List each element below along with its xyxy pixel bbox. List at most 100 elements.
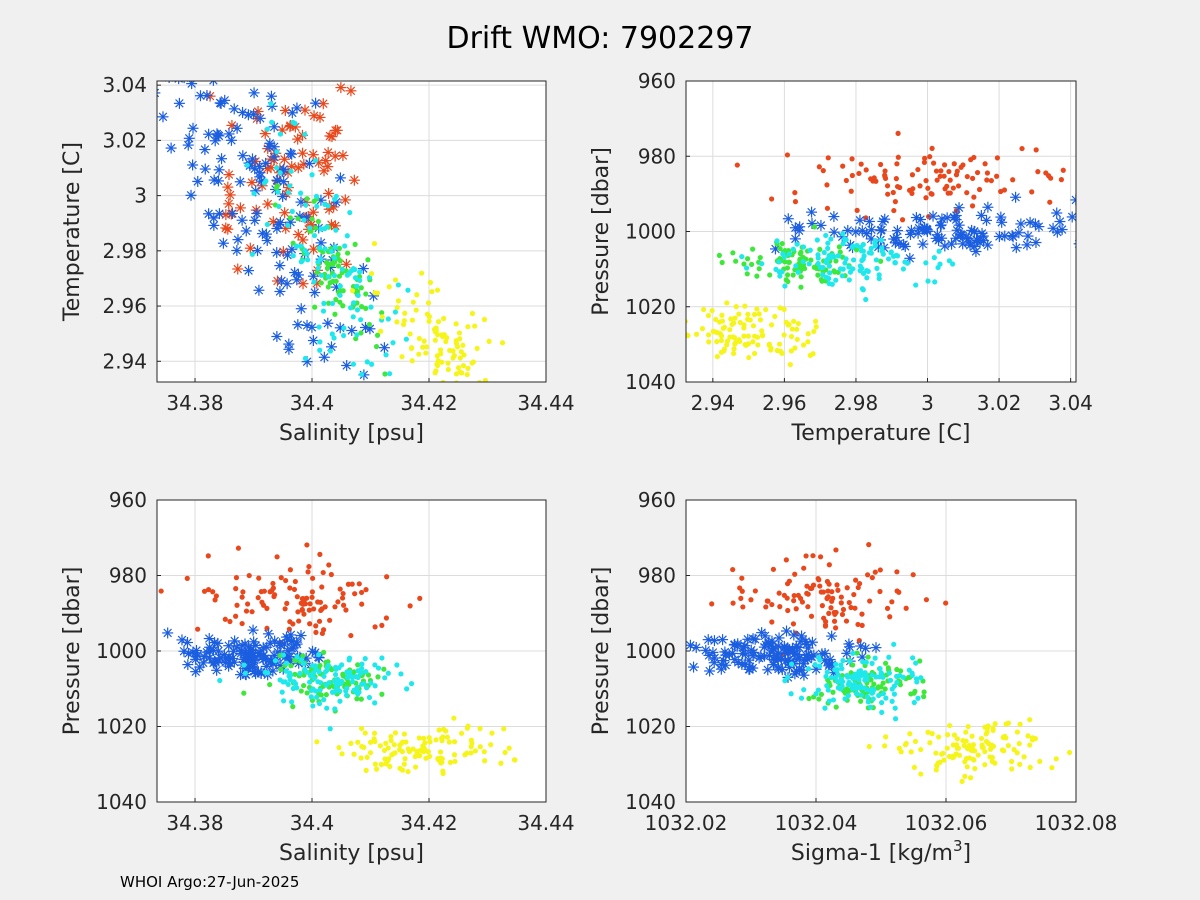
- red-dot-point: [417, 595, 423, 601]
- cyan-dot-point: [839, 666, 845, 672]
- blue-asterisk-point: [214, 97, 226, 109]
- blue-asterisk-point: [213, 24, 224, 35]
- blue-asterisk-point: [165, 142, 177, 154]
- yellow-dot-point: [488, 742, 494, 748]
- yellow-dot-point: [990, 725, 996, 732]
- x-tick-label: 34.42: [400, 811, 457, 835]
- red-dot-point: [792, 571, 798, 577]
- yellow-dot-point: [499, 340, 506, 346]
- cyan-dot-point: [283, 668, 289, 674]
- yellow-dot-point: [406, 749, 413, 755]
- yellow-dot-point: [927, 740, 933, 746]
- cyan-dot-point: [918, 675, 924, 681]
- cyan-dot-point: [913, 660, 919, 666]
- cyan-dot-point: [835, 685, 841, 691]
- yellow-dot-point: [339, 751, 345, 757]
- cyan-dot-point: [812, 661, 818, 668]
- yellow-dot-point: [468, 737, 474, 743]
- yellow-dot-point: [705, 332, 712, 338]
- green-dot-point: [309, 216, 315, 222]
- red-dot-point: [825, 155, 831, 161]
- yellow-dot-point: [1027, 764, 1033, 770]
- blue-asterisk-point: [1022, 230, 1034, 242]
- x-tick-label: 34.44: [517, 811, 574, 835]
- yellow-dot-point: [456, 330, 463, 336]
- blue-asterisk-point: [971, 234, 983, 246]
- blue-asterisk-point: [258, 60, 269, 71]
- blue-asterisk-point: [870, 642, 882, 654]
- yellow-dot-point: [918, 771, 924, 777]
- green-dot-point: [336, 245, 343, 251]
- red-dot-point: [953, 172, 960, 178]
- green-dot-point: [850, 662, 856, 668]
- red-dot-point: [867, 598, 873, 604]
- blue-asterisk-point: [212, 637, 224, 649]
- cyan-dot-point: [322, 226, 328, 232]
- blue-asterisk-point: [843, 638, 855, 650]
- red-dot-point: [340, 590, 346, 597]
- yellow-dot-point: [453, 321, 459, 327]
- cyan-dot-point: [299, 258, 305, 264]
- blue-asterisk-point: [210, 31, 221, 42]
- blue-asterisk-point: [946, 238, 958, 250]
- yellow-dot-point: [458, 730, 465, 736]
- yellow-dot-point: [731, 346, 737, 352]
- yellow-dot-point: [371, 730, 378, 736]
- blue-asterisk-point: [717, 634, 729, 646]
- yellow-dot-point: [446, 739, 452, 745]
- yellow-dot-point: [469, 393, 474, 398]
- cyan-dot-point: [819, 272, 826, 278]
- yellow-dot-point: [912, 738, 919, 745]
- green-dot-point: [733, 258, 739, 264]
- green-dot-point: [340, 303, 346, 309]
- red-asterisk-point: [340, 258, 352, 270]
- cyan-dot-point: [264, 126, 270, 132]
- yellow-dot-point: [768, 345, 774, 351]
- blue-asterisk-point: [216, 153, 228, 165]
- yellow-dot-point: [718, 337, 725, 344]
- green-dot-point: [816, 696, 822, 702]
- yellow-dot-point: [963, 729, 969, 735]
- yellow-dot-point: [813, 324, 819, 330]
- blue-asterisk-point: [318, 351, 330, 363]
- red-dot-point: [854, 207, 860, 213]
- red-dot-point: [955, 183, 962, 189]
- blue-asterisk-point: [213, 208, 225, 220]
- cyan-dot-point: [864, 267, 870, 274]
- green-dot-point: [318, 692, 324, 698]
- cyan-dot-point: [910, 655, 916, 661]
- green-dot-point: [267, 681, 273, 688]
- cyan-dot-point: [837, 266, 844, 272]
- green-dot-point: [346, 681, 352, 687]
- cyan-dot-point: [357, 269, 363, 275]
- red-dot-point: [195, 626, 201, 632]
- blue-asterisk-point: [261, 235, 273, 247]
- green-dot-point: [374, 332, 381, 338]
- yellow-dot-point: [757, 317, 764, 323]
- red-dot-point: [287, 567, 293, 573]
- yellow-dot-point: [371, 240, 378, 247]
- yellow-dot-point: [776, 341, 783, 347]
- blue-asterisk-point: [211, 128, 223, 140]
- yellow-dot-point: [975, 752, 981, 758]
- red-asterisk-point: [223, 198, 235, 210]
- red-asterisk-point: [222, 181, 234, 193]
- blue-asterisk-point: [1015, 218, 1027, 230]
- red-dot-point: [816, 577, 822, 583]
- blue-asterisk-point: [307, 335, 319, 347]
- red-dot-point: [739, 588, 745, 594]
- blue-asterisk-point: [704, 665, 716, 677]
- yellow-dot-point: [721, 346, 727, 352]
- yellow-dot-point: [944, 745, 950, 751]
- red-dot-point: [352, 591, 358, 597]
- cyan-dot-point: [876, 692, 882, 699]
- cyan-dot-point: [946, 258, 952, 264]
- yellow-dot-point: [1032, 736, 1038, 742]
- yellow-dot-point: [911, 764, 917, 771]
- green-dot-point: [335, 263, 342, 269]
- green-dot-point: [912, 688, 918, 694]
- yellow-dot-point: [498, 760, 504, 766]
- yellow-dot-point: [465, 365, 471, 371]
- cyan-dot-point: [785, 674, 791, 680]
- cyan-dot-point: [824, 683, 830, 689]
